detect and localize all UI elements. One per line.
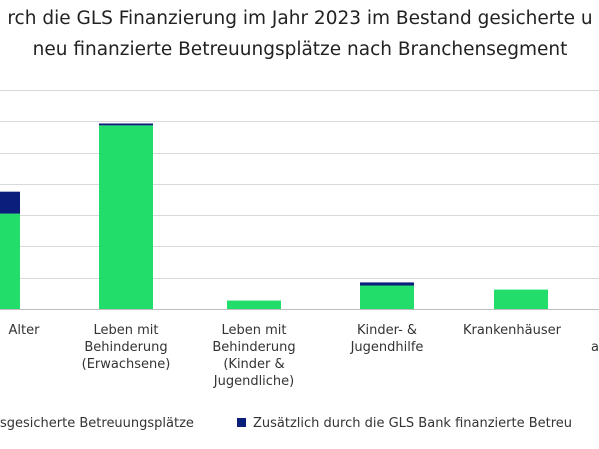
- category-label-3-line-1: Leben mit: [221, 323, 286, 338]
- bars: [0, 123, 548, 309]
- legend-label-series-2: Zusätzlich durch die GLS Bank finanziert…: [253, 416, 572, 431]
- category-label-2-line-3: (Erwachsene): [82, 357, 171, 372]
- chart-title-line-1: rch die GLS Finanzierung im Jahr 2023 im…: [7, 8, 592, 29]
- bar-segment-series-2-cat-1: [0, 191, 20, 214]
- bar-segment-series-1-cat-5: [494, 289, 548, 309]
- category-label-3-line-2: Behinderung: [212, 340, 295, 355]
- bar-segment-series-1-cat-3: [227, 300, 281, 309]
- category-label-1-line-1: Alter: [9, 323, 41, 338]
- bar-segment-series-2-cat-4: [360, 282, 414, 286]
- bar-segment-series-1-cat-4: [360, 285, 414, 309]
- category-label-6-line-2: a: [591, 340, 599, 355]
- category-label-3-line-4: Jugendliche): [213, 374, 295, 389]
- gridlines: [0, 90, 599, 310]
- bar-segment-series-2-cat-2: [99, 123, 153, 126]
- category-label-2-line-1: Leben mit: [93, 323, 158, 338]
- bar-segment-series-1-cat-1: [0, 213, 20, 309]
- category-label-4-line-1: Kinder- &: [357, 323, 417, 338]
- legend-label-series-1: sgesicherte Betreuungsplätze: [0, 416, 194, 431]
- chart-title-line-2: neu finanzierte Betreuungsplätze nach Br…: [33, 39, 568, 60]
- category-label-5-line-1: Krankenhäuser: [463, 323, 562, 338]
- bar-segment-series-1-cat-2: [99, 125, 153, 309]
- category-label-4-line-2: Jugendhilfe: [350, 340, 424, 355]
- category-label-3-line-3: (Kinder &: [223, 357, 284, 372]
- category-label-2-line-2: Behinderung: [84, 340, 167, 355]
- legend: sgesicherte Betreuungsplätze Zusätzlich …: [0, 416, 572, 431]
- category-labels: Alter Leben mit Behinderung (Erwachsene) Leb…: [9, 323, 599, 389]
- chart-title: rch die GLS Finanzierung im Jahr 2023 im…: [7, 8, 592, 60]
- legend-swatch-series-2: [237, 418, 246, 427]
